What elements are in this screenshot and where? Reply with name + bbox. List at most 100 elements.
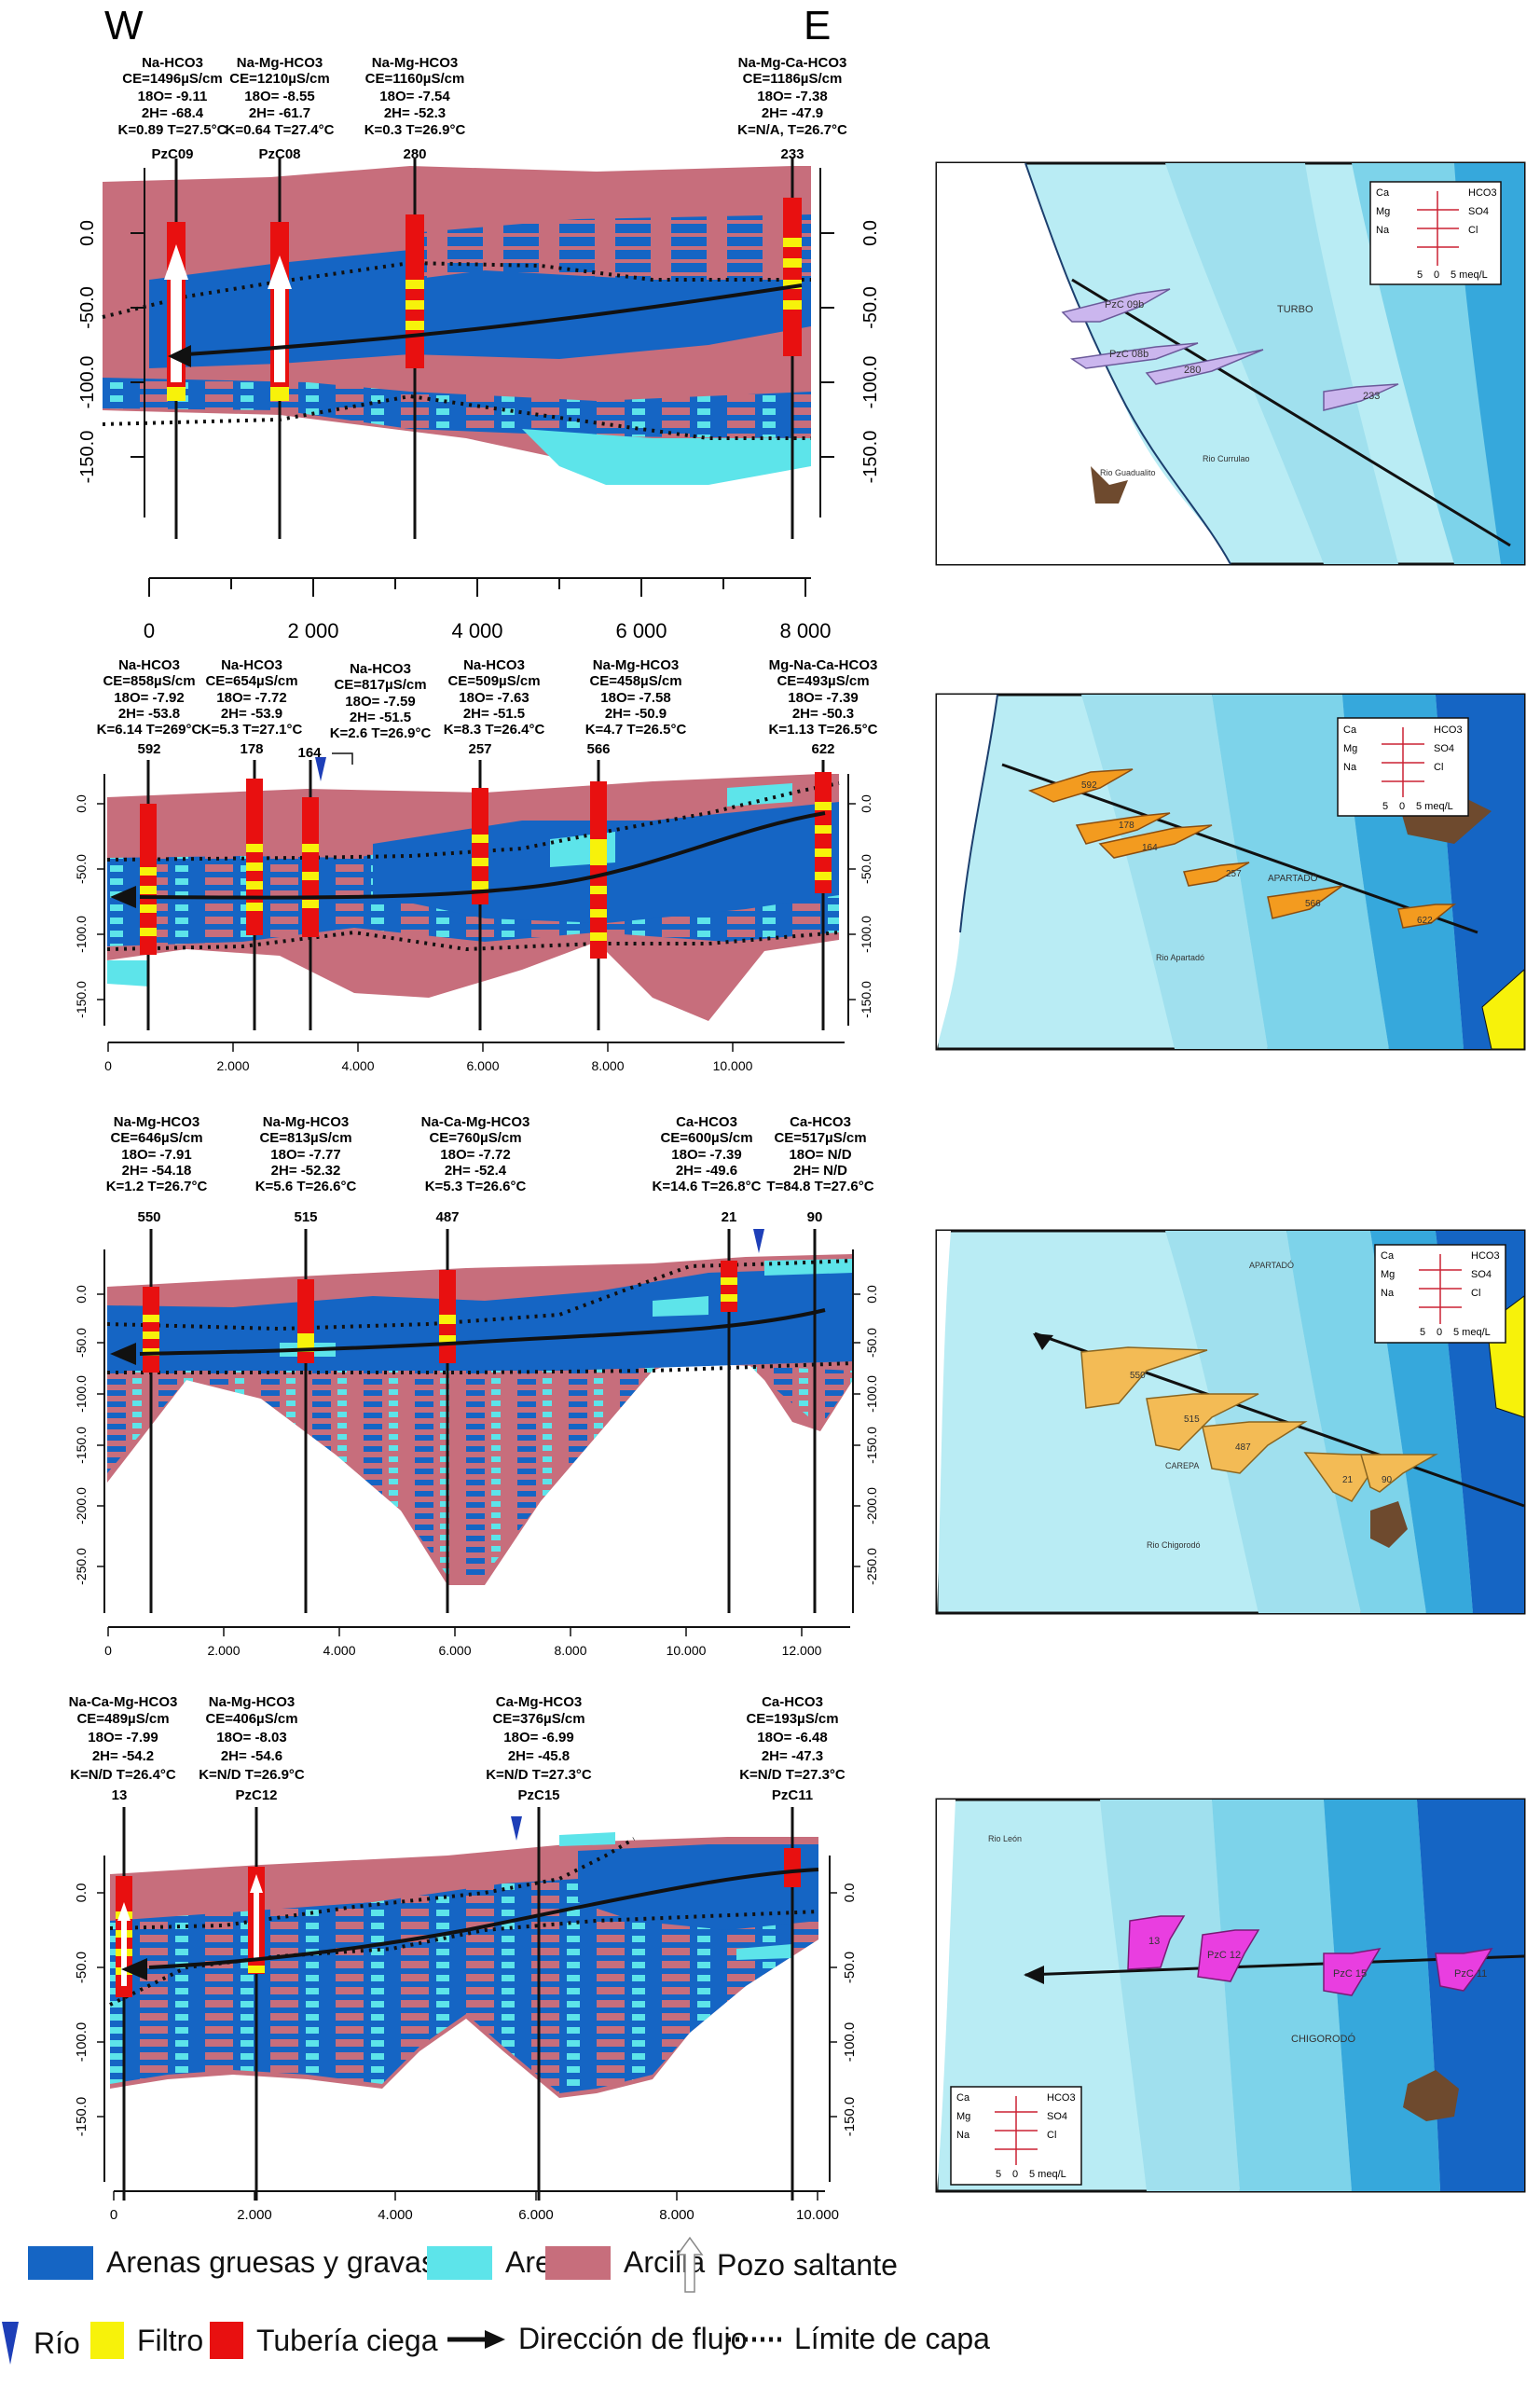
key-so4: SO4 — [1047, 2111, 1067, 2122]
cross-sections-figure: W E Na-HCO3 CE=1496µS/cm 18O= -9.11 2H= … — [69, 3, 1526, 2223]
key-scale: 5 meq/L — [1453, 1327, 1491, 1338]
well-label: 2H= -50.3 — [792, 706, 854, 722]
well-id: 233 — [780, 146, 804, 162]
x-tick-label: 0 — [110, 2207, 117, 2223]
map-label: 257 — [1226, 869, 1242, 879]
map-label: Rio Chigorodó — [1147, 1540, 1201, 1550]
well-label: K=4.7 T=26.5°C — [585, 722, 687, 738]
well-233 — [783, 159, 802, 539]
map-label: PzC 08b — [1109, 349, 1148, 360]
legend-river: Río — [0, 2322, 80, 2365]
y-tick-label: -50.0 — [859, 854, 873, 884]
well-label: 2H= -47.3 — [762, 1748, 823, 1764]
well-id: 550 — [137, 1209, 160, 1225]
well-label: Na-HCO3 — [142, 55, 203, 71]
well-label: CE=813µS/cm — [259, 1130, 351, 1146]
y-tick-label: -150.0 — [859, 981, 873, 1018]
well-label: K=5.3 T=26.6°C — [425, 1179, 527, 1194]
well-label: 2H= -52.3 — [384, 105, 446, 121]
section-3: Na-Mg-HCO3 CE=646µS/cm 18O= -7.91 2H= -5… — [74, 1114, 879, 1658]
well-label: Na-Mg-HCO3 — [114, 1114, 200, 1130]
map-2: Ca Mg Na HCO3 SO4 Cl 5 0 5 meq/L 592 178… — [935, 693, 1526, 1051]
east-label: E — [804, 3, 831, 48]
key-cl: Cl — [1434, 762, 1443, 773]
well-id: 178 — [240, 741, 263, 757]
well-label: 2H= -54.2 — [92, 1748, 154, 1764]
y-tick-label: -200.0 — [864, 1487, 879, 1525]
map-label: Rio Apartadó — [1156, 953, 1204, 962]
x-tick-label: 10.000 — [796, 2207, 839, 2223]
y-tick-label: -100.0 — [77, 356, 98, 409]
well-label: K=5.6 T=26.6°C — [255, 1179, 357, 1194]
flow-arrow — [186, 283, 803, 356]
river-marker — [511, 1816, 522, 1841]
x-tick-label: 6.000 — [438, 1643, 471, 1658]
well-PzC08 — [268, 159, 292, 539]
key-na: Na — [1381, 1288, 1395, 1299]
well-21 — [721, 1229, 737, 1613]
section-2: Na-HCO3 CE=858µS/cm 18O= -7.92 2H= -53.8… — [74, 657, 878, 1073]
y-tick-label: -150.0 — [864, 1427, 879, 1464]
map-label: Rio Guadualito — [1100, 468, 1156, 477]
map-label: 515 — [1184, 1414, 1200, 1425]
x-tick-label: 0 — [104, 1643, 112, 1658]
well-label: CE=1186µS/cm — [743, 71, 843, 87]
stratum-mixed — [110, 1874, 818, 2093]
y-tick-label: -50.0 — [74, 1328, 89, 1358]
y-tick-label: -100.0 — [842, 2022, 858, 2063]
y-tick-label: 0.0 — [74, 794, 89, 813]
layer-boundary — [109, 1837, 636, 1930]
well-label: Ca-Mg-HCO3 — [496, 1694, 583, 1710]
x-tick-label: 6.000 — [518, 2207, 554, 2223]
key-scale: 5 — [1382, 801, 1388, 812]
map-label: 164 — [1142, 843, 1158, 853]
river-marker — [315, 757, 326, 781]
well-label: K=0.89 T=27.5°C — [118, 122, 227, 138]
well-label: Na-Ca-Mg-HCO3 — [421, 1114, 530, 1130]
well-label: K=1.13 T=26.5°C — [769, 722, 878, 738]
well-label: Na-HCO3 — [221, 657, 282, 673]
well-id: 90 — [807, 1209, 823, 1225]
well-PzC12 — [248, 1807, 265, 2201]
well-label: CE=1496µS/cm — [122, 71, 222, 87]
key-cl: Cl — [1471, 1288, 1480, 1299]
y-tick-label: -250.0 — [864, 1548, 879, 1585]
label-leader — [332, 752, 353, 765]
map-label: Rio Currulao — [1203, 454, 1250, 463]
y-tick-label: -150.0 — [860, 431, 881, 484]
map-label: 21 — [1342, 1475, 1354, 1485]
well-PzC11 — [784, 1807, 801, 2201]
well-label: Mg-Na-Ca-HCO3 — [769, 657, 878, 673]
well-label: CE=489µS/cm — [76, 1711, 169, 1727]
key-scale: 0 — [1434, 269, 1439, 281]
clay-swatch — [545, 2245, 611, 2280]
key-scale: 0 — [1399, 801, 1405, 812]
x-tick-label: 0 — [144, 619, 155, 642]
key-so4: SO4 — [1434, 743, 1454, 754]
flow-arrow-head — [110, 1343, 136, 1365]
well-label: 18O= -7.39 — [788, 690, 858, 706]
well-label: CE=406µS/cm — [205, 1711, 297, 1727]
legend-casing-label: Tubería ciega — [256, 2323, 438, 2357]
y-tick-label: 0.0 — [74, 1883, 89, 1903]
well-label: 18O= -7.99 — [88, 1730, 158, 1745]
map-label: 178 — [1119, 821, 1134, 831]
well-label: CE=1160µS/cm — [365, 71, 465, 87]
casing-swatch — [210, 2322, 243, 2359]
well-label: 2H= -54.18 — [122, 1163, 192, 1179]
well-id: 280 — [403, 146, 426, 162]
well-487 — [439, 1229, 456, 1613]
well-label: CE=509µS/cm — [447, 673, 540, 689]
y-tick-label: -150.0 — [842, 2097, 858, 2137]
gravel-swatch — [28, 2245, 93, 2280]
well-id: 592 — [137, 741, 160, 757]
map-4: Ca Mg Na HCO3 SO4 Cl 5 0 5 meq/L 13 PzC … — [935, 1798, 1526, 2193]
map-1: Ca Mg Na HCO3 SO4 Cl 5 0 5 meq/L PzC 09b… — [935, 161, 1526, 566]
well-label: 2H= -52.32 — [271, 1163, 341, 1179]
well-label: Na-Mg-HCO3 — [263, 1114, 350, 1130]
well-label: K=1.2 T=26.7°C — [106, 1179, 208, 1194]
key-scale: 5 meq/L — [1451, 269, 1488, 281]
key-hco3: HCO3 — [1047, 2092, 1076, 2104]
well-label: 18O= -7.92 — [114, 690, 184, 706]
y-tick-label: 0.0 — [860, 220, 881, 246]
